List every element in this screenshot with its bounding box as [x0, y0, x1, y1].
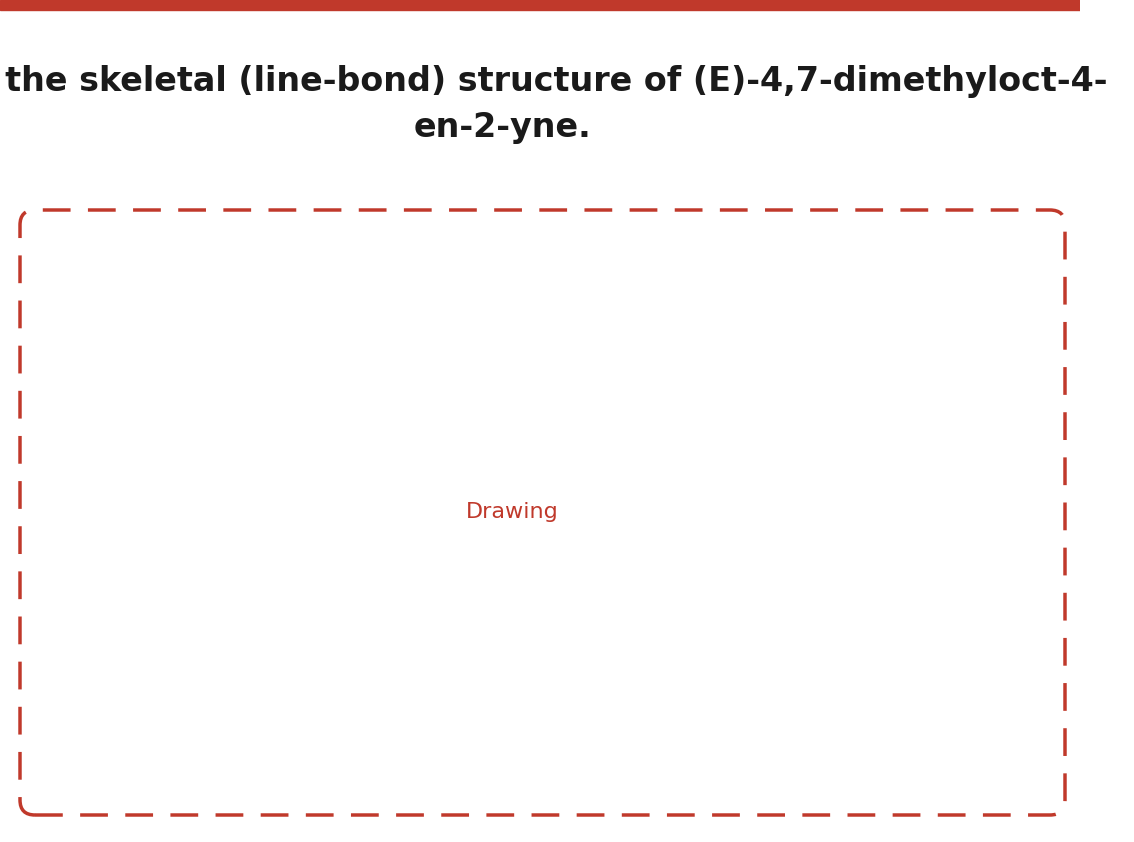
Text: en-2-yne.: en-2-yne. — [413, 110, 591, 143]
Text: Drawing: Drawing — [466, 503, 559, 523]
Text: Draw the skeletal (line-bond) structure of (E)-4,7-dimethyloct-4-: Draw the skeletal (line-bond) structure … — [0, 66, 1108, 99]
Bar — [0, 0, 1080, 10]
